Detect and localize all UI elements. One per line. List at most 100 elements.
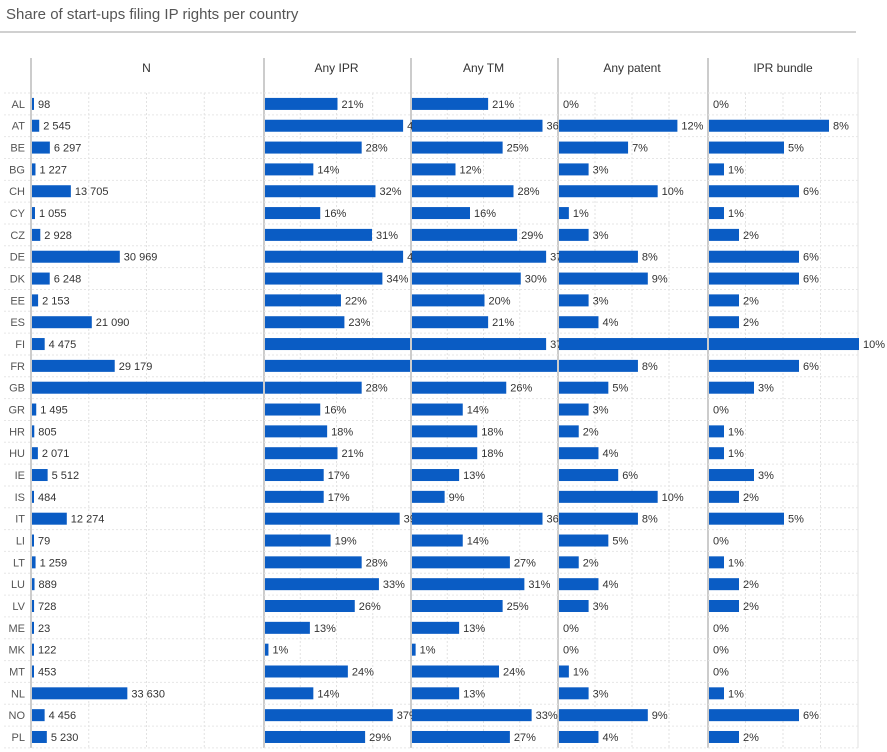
country-label: HR xyxy=(9,426,25,438)
data-label: 2 153 xyxy=(42,295,70,307)
data-label: 23% xyxy=(348,317,370,329)
data-bar xyxy=(559,709,648,722)
data-label: 6 297 xyxy=(54,143,82,155)
data-bar xyxy=(709,578,739,591)
data-bar xyxy=(559,600,589,613)
data-label: 2% xyxy=(583,426,599,438)
data-bar xyxy=(559,316,599,329)
data-label: 5% xyxy=(612,536,628,548)
data-bar xyxy=(265,643,269,656)
data-bar xyxy=(32,185,71,198)
data-bar xyxy=(32,163,36,176)
country-label: EE xyxy=(10,295,25,307)
data-label: 30 969 xyxy=(124,252,158,264)
country-label: LI xyxy=(16,536,25,548)
data-bar xyxy=(412,119,543,132)
data-label: 16% xyxy=(474,208,496,220)
data-label: 6% xyxy=(803,710,819,722)
data-bar xyxy=(559,163,589,176)
data-bar xyxy=(265,490,324,503)
data-label: 1% xyxy=(728,208,744,220)
country-label: BG xyxy=(9,164,25,176)
data-bar xyxy=(32,359,115,372)
title-divider xyxy=(0,31,856,33)
country-label: ES xyxy=(10,317,25,329)
data-label: 12 274 xyxy=(71,514,105,526)
data-label: 1% xyxy=(728,426,744,438)
data-label: 34% xyxy=(386,274,408,286)
data-bar xyxy=(32,425,35,438)
data-label: 8% xyxy=(642,361,658,373)
country-label: MT xyxy=(9,666,25,678)
data-bar xyxy=(32,207,35,220)
data-label: 98 xyxy=(38,99,50,111)
data-bar xyxy=(265,207,321,220)
data-label: 17% xyxy=(328,492,350,504)
data-label: 16% xyxy=(324,405,346,417)
data-label: 0% xyxy=(713,666,729,678)
data-bar xyxy=(265,447,338,460)
data-label: 8% xyxy=(833,121,849,133)
country-label: CH xyxy=(9,186,25,198)
data-bar xyxy=(412,207,470,220)
data-label: 29% xyxy=(369,732,391,744)
country-label: LU xyxy=(11,579,25,591)
data-bar xyxy=(32,250,120,263)
data-label: 2% xyxy=(743,230,759,242)
data-label: 5 512 xyxy=(52,470,80,482)
data-label: 23 xyxy=(38,623,50,635)
data-label: 18% xyxy=(331,426,353,438)
data-label: 28% xyxy=(366,557,388,569)
data-label: 1 227 xyxy=(39,164,67,176)
column-header: IPR bundle xyxy=(753,61,813,75)
country-label: DK xyxy=(10,274,26,286)
country-label: CZ xyxy=(10,230,25,242)
data-bar xyxy=(412,359,557,372)
data-label: 14% xyxy=(467,536,489,548)
data-bar xyxy=(559,294,589,307)
data-label: 10% xyxy=(863,339,885,351)
data-label: 6% xyxy=(803,274,819,286)
data-label: 2% xyxy=(743,317,759,329)
data-label: 1% xyxy=(573,208,589,220)
data-bar xyxy=(32,578,35,591)
data-label: 4% xyxy=(602,448,618,460)
data-bar xyxy=(265,359,410,372)
data-bar xyxy=(412,556,510,569)
data-label: 3% xyxy=(593,405,609,417)
data-bar xyxy=(412,294,485,307)
data-label: 26% xyxy=(510,383,532,395)
data-bar xyxy=(709,687,724,700)
data-label: 4% xyxy=(602,732,618,744)
data-bar xyxy=(709,359,799,372)
data-label: 8% xyxy=(642,252,658,264)
data-bar xyxy=(559,381,609,394)
data-label: 28% xyxy=(366,383,388,395)
data-bar xyxy=(265,97,338,110)
data-label: 17% xyxy=(328,470,350,482)
column-header: Any IPR xyxy=(314,61,358,75)
data-label: 13% xyxy=(314,623,336,635)
data-bar xyxy=(412,490,445,503)
data-bar xyxy=(265,294,341,307)
data-bar xyxy=(559,687,589,700)
data-bar xyxy=(32,141,50,154)
data-label: 24% xyxy=(352,666,374,678)
data-label: 3% xyxy=(593,688,609,700)
data-bar xyxy=(265,425,328,438)
data-label: 1 055 xyxy=(39,208,67,220)
data-bar xyxy=(559,665,569,678)
data-label: 22% xyxy=(345,295,367,307)
column-header: Any TM xyxy=(463,61,504,75)
data-label: 30% xyxy=(525,274,547,286)
data-bar xyxy=(265,556,362,569)
data-bar xyxy=(32,556,36,569)
data-bar xyxy=(265,730,366,743)
data-label: 1% xyxy=(420,645,436,657)
data-bar xyxy=(412,469,460,482)
data-bar xyxy=(32,403,37,416)
data-label: 21% xyxy=(342,448,364,460)
data-label: 29% xyxy=(521,230,543,242)
data-label: 18% xyxy=(481,448,503,460)
data-label: 13% xyxy=(463,470,485,482)
